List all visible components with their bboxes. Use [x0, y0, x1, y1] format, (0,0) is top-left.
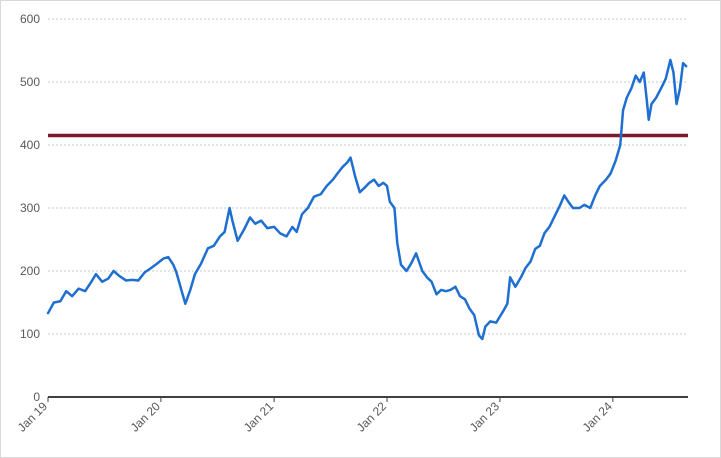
x-tick-label: Jan 22: [354, 399, 390, 435]
y-tick-label: 100: [20, 327, 40, 341]
y-tick-label: 600: [20, 12, 40, 26]
x-tick-label: Jan 21: [241, 399, 277, 435]
y-tick-label: 0: [33, 390, 40, 404]
y-tick-label: 300: [20, 201, 40, 215]
x-tick-label: Jan 23: [467, 399, 503, 435]
y-tick-label: 200: [20, 264, 40, 278]
x-tick-label: Jan 20: [128, 399, 164, 435]
gridlines: [48, 18, 688, 335]
y-tick-label: 500: [20, 75, 40, 89]
x-axis: Jan 19 Jan 20 Jan 21 Jan 22 Jan 23 Jan 24: [15, 396, 688, 435]
x-tick-label: Jan 24: [580, 399, 616, 435]
series-group: [46, 58, 688, 341]
y-tick-label: 400: [20, 138, 40, 152]
y-axis: 0 100 200 300 400 500 600: [20, 12, 40, 404]
series-line: [46, 58, 688, 341]
x-tick-label: Jan 19: [15, 399, 51, 435]
